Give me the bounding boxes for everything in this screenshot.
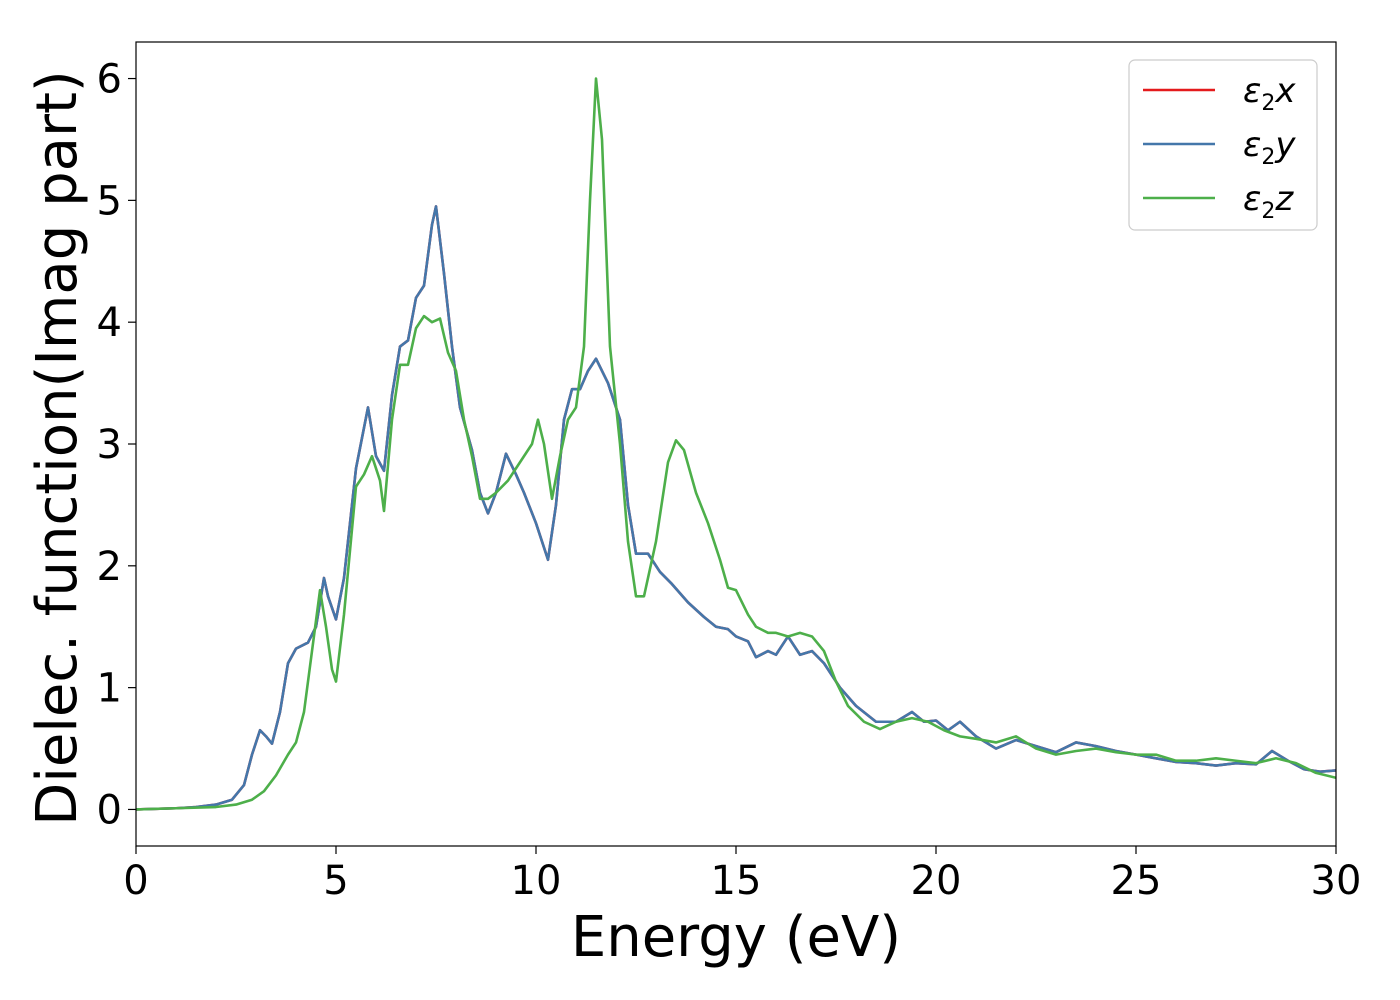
legend-label-x: ε2x [1243, 71, 1296, 116]
y-tick-label: 0 [97, 787, 122, 833]
x-axis: 0 5 10 15 20 25 30 [123, 846, 1361, 904]
legend-variable: y [1274, 125, 1296, 165]
legend-subscript: 2 [1261, 199, 1275, 224]
x-axis-label: Energy (eV) [571, 905, 901, 970]
x-tick-label: 5 [323, 858, 348, 904]
y-tick-label: 5 [97, 178, 122, 224]
legend-label-z: ε2z [1243, 179, 1294, 224]
y-axis-label: Dielec. function(Imag part) [25, 70, 90, 826]
x-tick-label: 15 [711, 858, 762, 904]
legend-epsilon: ε [1243, 71, 1261, 111]
legend-label-y: ε2y [1243, 125, 1296, 170]
legend-epsilon: ε [1243, 179, 1261, 219]
legend-variable: z [1274, 179, 1294, 219]
x-tick-label: 0 [123, 858, 148, 904]
legend-variable: x [1274, 71, 1296, 111]
y-axis: 0 1 2 3 4 5 6 [97, 57, 136, 833]
series-line-x [136, 205, 1336, 811]
legend-subscript: 2 [1261, 91, 1275, 116]
series-layer [136, 77, 1336, 811]
y-tick-label: 6 [97, 57, 122, 103]
y-tick-label: 4 [97, 300, 122, 346]
y-tick-label: 2 [97, 544, 122, 590]
x-tick-label: 20 [911, 858, 962, 904]
y-tick-label: 3 [97, 422, 122, 468]
series-line-z [136, 77, 1336, 811]
x-tick-label: 10 [511, 858, 562, 904]
legend-subscript: 2 [1261, 145, 1275, 170]
legend-box [1128, 59, 1318, 231]
x-tick-label: 30 [1311, 858, 1362, 904]
x-tick-label: 25 [1111, 858, 1162, 904]
legend-epsilon: ε [1243, 125, 1261, 165]
y-tick-label: 1 [97, 666, 122, 712]
series-line-y [136, 205, 1336, 811]
